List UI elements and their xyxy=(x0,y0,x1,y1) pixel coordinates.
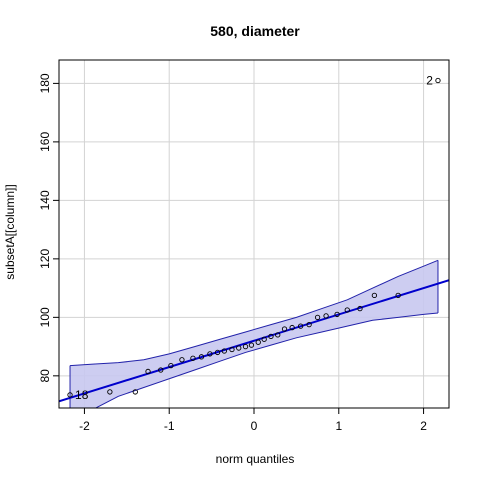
confidence-band xyxy=(69,259,439,408)
x-tick-label: 1 xyxy=(335,419,342,433)
x-tick-label: -2 xyxy=(79,419,90,433)
data-point xyxy=(344,307,350,313)
x-tick-label: 0 xyxy=(251,419,258,433)
data-point xyxy=(306,322,312,328)
data-point xyxy=(207,351,213,357)
data-point xyxy=(198,354,205,360)
y-tick-label: 120 xyxy=(38,249,52,269)
data-point xyxy=(248,342,255,348)
y-tick-label: 100 xyxy=(38,307,52,327)
data-point xyxy=(145,368,151,375)
band-lower-edge xyxy=(94,312,439,408)
data-points xyxy=(67,77,441,398)
data-point xyxy=(229,346,235,353)
data-point xyxy=(323,313,329,319)
data-point xyxy=(289,324,295,331)
data-point xyxy=(435,77,441,84)
data-point xyxy=(255,339,261,345)
data-point xyxy=(395,292,401,299)
y-axis-label: subsetA[[column]] xyxy=(3,184,17,279)
y-tick-label: 180 xyxy=(38,73,52,93)
y-tick-label: 140 xyxy=(38,190,52,210)
data-point xyxy=(158,367,164,373)
data-point xyxy=(371,292,378,299)
data-point xyxy=(297,323,304,329)
data-point xyxy=(67,392,73,398)
data-point xyxy=(236,345,242,351)
data-point xyxy=(242,343,249,350)
data-point xyxy=(334,311,340,318)
data-point xyxy=(179,357,185,363)
y-tick-label: 160 xyxy=(38,132,52,152)
x-tick-label: 2 xyxy=(420,419,427,433)
y-tick-label: 80 xyxy=(38,369,52,383)
x-axis: -2 -1 0 1 2 xyxy=(79,408,427,433)
data-point xyxy=(314,314,321,320)
grid xyxy=(59,60,449,408)
band-upper-edge xyxy=(69,259,439,367)
x-tick-label: -1 xyxy=(164,419,175,433)
y-axis: 80 100 120 140 160 180 xyxy=(38,73,59,383)
qq-line xyxy=(59,279,449,403)
data-point xyxy=(168,362,174,369)
chart-title: 580, diameter xyxy=(210,23,300,39)
data-point xyxy=(275,332,281,338)
data-point xyxy=(221,348,227,354)
data-point xyxy=(190,355,196,361)
data-point xyxy=(357,305,363,312)
point-label: 2 xyxy=(426,73,433,87)
data-point xyxy=(281,326,288,332)
band-area xyxy=(70,260,438,408)
point-label: 18 xyxy=(75,388,89,402)
point-labels: 18 2 xyxy=(75,73,433,401)
data-point xyxy=(214,349,221,356)
data-point xyxy=(261,336,267,342)
x-axis-label: norm quantiles xyxy=(216,452,295,466)
reference-line xyxy=(59,279,449,403)
data-point xyxy=(107,389,113,395)
data-point xyxy=(268,333,274,340)
data-point xyxy=(132,389,138,395)
